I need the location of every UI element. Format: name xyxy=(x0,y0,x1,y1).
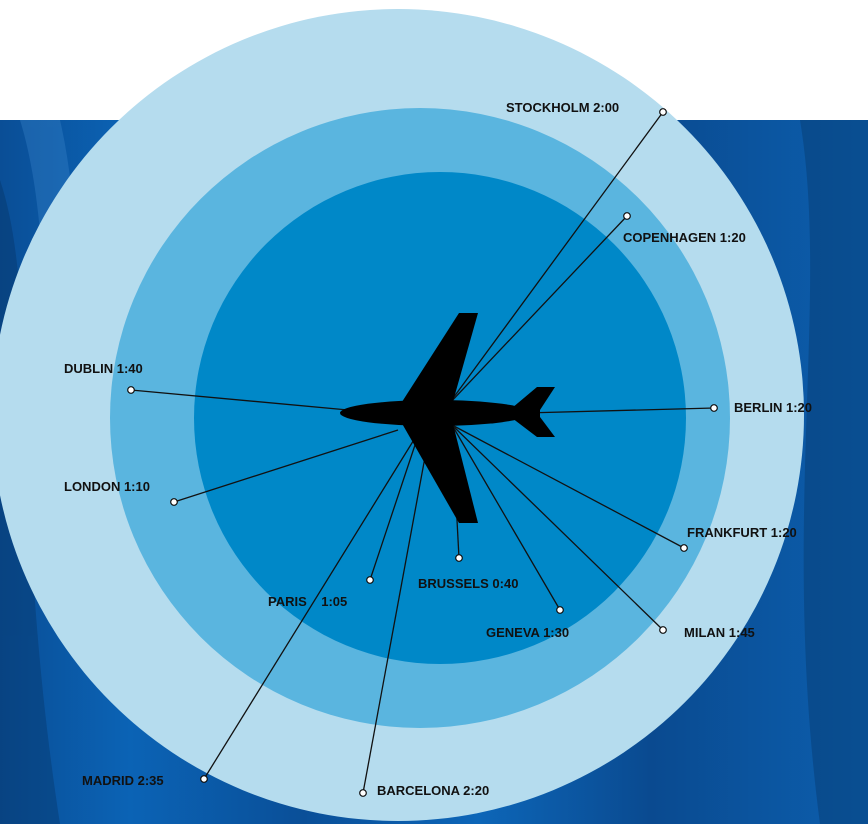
destination-labels: STOCKHOLM 2:00 COPENHAGEN 1:20 DUBLIN 1:… xyxy=(64,100,812,798)
destination-markers xyxy=(127,108,718,797)
connector-paris xyxy=(369,429,421,581)
endpoint-stockholm xyxy=(659,108,667,116)
endpoint-copenhagen xyxy=(623,212,631,220)
endpoint-paris xyxy=(366,576,374,584)
connector-berlin xyxy=(524,407,715,414)
connector-london xyxy=(173,429,399,503)
endpoint-brussels xyxy=(455,554,463,562)
connector-copenhagen xyxy=(447,215,628,406)
label-copenhagen: COPENHAGEN 1:20 xyxy=(623,230,746,245)
label-frankfurt: FRANKFURT 1:20 xyxy=(687,525,797,540)
endpoint-geneva xyxy=(556,606,564,614)
label-milan: MILAN 1:45 xyxy=(684,625,755,640)
connector-frankfurt xyxy=(451,424,685,549)
airplane-icon xyxy=(340,313,555,523)
endpoint-barcelona xyxy=(359,789,367,797)
label-berlin: BERLIN 1:20 xyxy=(734,400,812,415)
connector-dublin xyxy=(130,389,349,411)
connector-stockholm xyxy=(447,111,664,406)
connector-barcelona xyxy=(362,429,431,794)
endpoint-frankfurt xyxy=(680,544,688,552)
label-barcelona: BARCELONA 2:20 xyxy=(377,783,489,798)
connector-geneva xyxy=(451,424,561,611)
label-paris: PARIS 1:05 xyxy=(268,594,347,609)
label-geneva: GENEVA 1:30 xyxy=(486,625,569,640)
label-stockholm: STOCKHOLM 2:00 xyxy=(506,100,619,115)
label-london: LONDON 1:10 xyxy=(64,479,150,494)
endpoint-berlin xyxy=(710,404,718,412)
endpoint-dublin xyxy=(127,386,135,394)
connector-milan xyxy=(451,424,664,631)
endpoint-milan xyxy=(659,626,667,634)
endpoint-madrid xyxy=(200,775,208,783)
label-brussels: BRUSSELS 0:40 xyxy=(418,576,518,591)
endpoint-london xyxy=(170,498,178,506)
label-dublin: DUBLIN 1:40 xyxy=(64,361,143,376)
label-madrid: MADRID 2:35 xyxy=(82,773,164,788)
connector-madrid xyxy=(203,429,421,780)
